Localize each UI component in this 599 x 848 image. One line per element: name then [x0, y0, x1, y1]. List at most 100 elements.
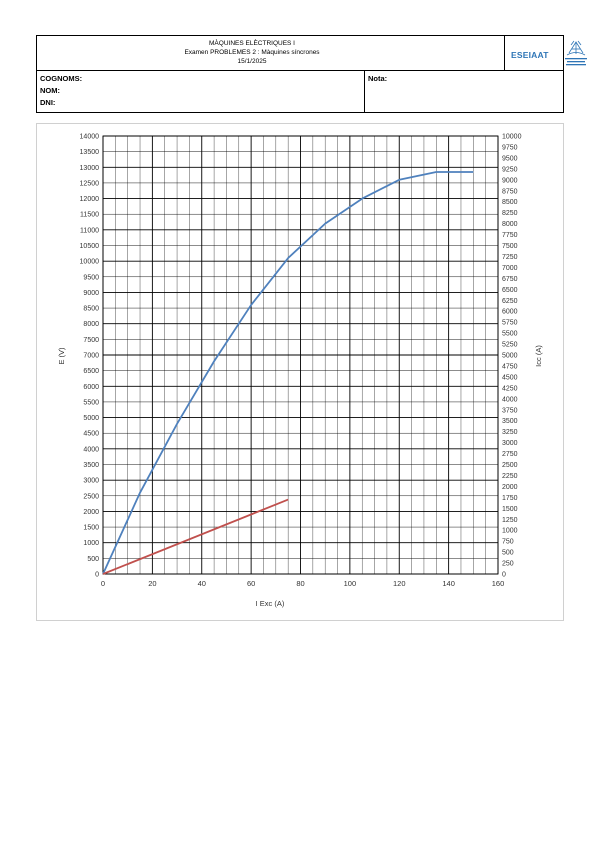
- school-logo-text: ESEIAAT: [511, 50, 549, 60]
- exam-date: 15/1/2025: [237, 58, 267, 65]
- x-tick-label: 20: [148, 579, 156, 588]
- y2-tick-label: 9500: [502, 155, 518, 162]
- y2-tick-label: 3250: [502, 429, 518, 436]
- nota-label: Nota:: [368, 74, 388, 83]
- nom-label: NOM:: [40, 86, 60, 95]
- y-tick-label: 4000: [83, 446, 99, 453]
- y2-tick-label: 5250: [502, 342, 518, 349]
- y2-tick-label: 4500: [502, 374, 518, 381]
- y-tick-label: 8000: [83, 321, 99, 328]
- y2-tick-label: 4000: [502, 396, 518, 403]
- y-tick-label: 5500: [83, 399, 99, 406]
- y2-tick-label: 2000: [502, 484, 518, 491]
- y2-tick-label: 1250: [502, 517, 518, 524]
- y-tick-label: 9000: [83, 290, 99, 297]
- y2-tick-label: 8750: [502, 188, 518, 195]
- y-tick-label: 10000: [80, 259, 100, 266]
- y-tick-label: 3000: [83, 478, 99, 485]
- y-tick-label: 12000: [80, 196, 100, 203]
- y-tick-label: 1000: [83, 540, 99, 547]
- cognoms-label: COGNOMS:: [40, 74, 83, 83]
- dni-label: DNI:: [40, 98, 56, 107]
- y-axis-label: E (V): [57, 347, 66, 365]
- y-tick-label: 8500: [83, 306, 99, 313]
- characteristic-chart: 0 20 40 60 80 100 120 140 1600500100015002000250…: [57, 134, 543, 609]
- y2-tick-label: 1750: [502, 495, 518, 502]
- y-tick-label: 7000: [83, 353, 99, 360]
- y2-tick-label: 5750: [502, 320, 518, 327]
- y2-tick-label: 9750: [502, 144, 518, 151]
- info-divider: [364, 71, 365, 112]
- x-tick-label: 80: [296, 579, 304, 588]
- y2-tick-label: 8500: [502, 199, 518, 206]
- header-text-block: MÀQUINES ELÈCTRIQUES I Examen PROBLEMES …: [37, 39, 467, 66]
- y-tick-label: 0: [95, 572, 99, 579]
- y2-tick-label: 6750: [502, 276, 518, 283]
- header-divider: [504, 36, 505, 70]
- y-tick-label: 10500: [80, 243, 100, 250]
- y-tick-label: 12500: [80, 180, 100, 187]
- y-tick-label: 2000: [83, 509, 99, 516]
- y-tick-label: 2500: [83, 493, 99, 500]
- y-tick-label: 11500: [80, 212, 99, 219]
- y-tick-label: 13500: [80, 149, 100, 156]
- y2-tick-label: 500: [502, 550, 514, 557]
- y-tick-label: 14000: [80, 134, 100, 141]
- y2-tick-label: 8250: [502, 210, 518, 217]
- y2-tick-label: 750: [502, 539, 514, 546]
- series-line-e: [102, 171, 474, 575]
- x-tick-label: 40: [198, 579, 206, 588]
- y2-axis-label: Icc (A): [534, 345, 543, 367]
- y-tick-label: 3500: [83, 462, 99, 469]
- y2-tick-label: 250: [502, 561, 514, 568]
- y2-tick-label: 0: [502, 572, 506, 579]
- series-line-icc: [102, 498, 289, 575]
- y-tick-label: 6000: [83, 384, 99, 391]
- series-layer: [102, 171, 474, 575]
- y2-tick-label: 1500: [502, 506, 518, 513]
- y2-tick-label: 4250: [502, 385, 518, 392]
- exam-course-title: MÀQUINES ELÈCTRIQUES I: [209, 40, 295, 47]
- y2-tick-label: 9000: [502, 177, 518, 184]
- exam-subtitle: Examen PROBLEMES 2 : Màquines síncrones: [184, 49, 320, 56]
- y2-tick-label: 2250: [502, 473, 518, 480]
- y2-tick-label: 3500: [502, 418, 518, 425]
- exam-header: MÀQUINES ELÈCTRIQUES I Examen PROBLEMES …: [36, 35, 587, 71]
- y2-tick-label: 10000: [502, 134, 522, 141]
- x-tick-label: 160: [492, 579, 505, 588]
- y2-tick-label: 9250: [502, 166, 518, 173]
- y2-tick-label: 5500: [502, 331, 518, 338]
- y2-tick-label: 6000: [502, 309, 518, 316]
- y-tick-label: 7500: [83, 337, 99, 344]
- y2-tick-label: 7500: [502, 243, 518, 250]
- y2-tick-label: 7000: [502, 265, 518, 272]
- tick-labels: 0 20 40 60 80 100 120 140 1600500100015002000250…: [80, 134, 522, 589]
- y2-tick-label: 3750: [502, 407, 518, 414]
- y-tick-label: 11000: [80, 227, 99, 234]
- y2-tick-label: 5000: [502, 353, 518, 360]
- y-tick-label: 9500: [83, 274, 99, 281]
- x-tick-label: 140: [442, 579, 455, 588]
- y2-tick-label: 2500: [502, 462, 518, 469]
- y-tick-label: 1500: [83, 525, 99, 532]
- y-tick-label: 13000: [80, 165, 100, 172]
- chart-container: 0 20 40 60 80 100 120 140 160 0 500 1000 1500 2000 250…: [36, 123, 564, 621]
- y2-tick-label: 3000: [502, 440, 518, 447]
- school-logo-icon: [565, 40, 587, 66]
- y2-tick-label: 2750: [502, 451, 518, 458]
- x-tick-label: 0: [101, 579, 105, 588]
- x-axis-label: I Exc (A): [256, 599, 285, 608]
- grid-major: [102, 135, 499, 575]
- student-info-box: COGNOMS: NOM: DNI: Nota:: [36, 71, 564, 113]
- y-tick-label: 6500: [83, 368, 99, 375]
- x-tick-label: 120: [393, 579, 406, 588]
- y-tick-label: 500: [87, 556, 99, 563]
- y2-tick-label: 6500: [502, 287, 518, 294]
- y-tick-label: 4500: [83, 431, 99, 438]
- y-tick-label: 5000: [83, 415, 99, 422]
- y2-tick-label: 1000: [502, 528, 518, 535]
- plot-frame: [102, 135, 499, 575]
- y2-tick-label: 4750: [502, 363, 518, 370]
- y2-tick-label: 7250: [502, 254, 518, 261]
- y2-tick-label: 6250: [502, 298, 518, 305]
